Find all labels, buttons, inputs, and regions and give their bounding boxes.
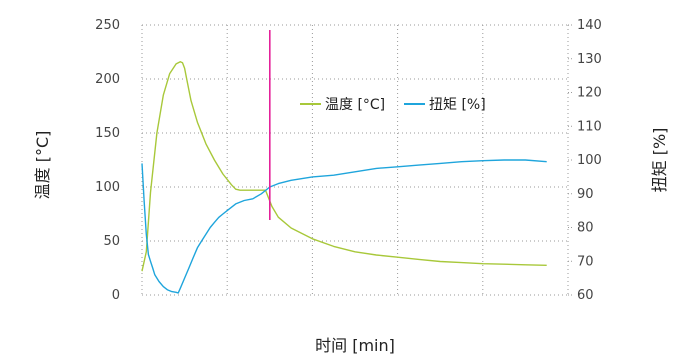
series-line-temperature bbox=[141, 61, 547, 272]
grid bbox=[141, 24, 569, 296]
y-right-tick-label: 120 bbox=[577, 86, 602, 101]
y-left-tick-label: 250 bbox=[95, 18, 120, 33]
y-right-tick-label: 130 bbox=[577, 52, 602, 67]
y-right-tick-label: 60 bbox=[577, 288, 594, 303]
y-axis-left-label: 温度 [°C] bbox=[33, 131, 52, 200]
y-right-tick-label: 90 bbox=[577, 187, 594, 202]
y-left-tick-label: 50 bbox=[103, 234, 120, 249]
series-layer bbox=[141, 61, 547, 294]
y-right-tick-label: 140 bbox=[577, 18, 602, 33]
tick-labels: 0 50 100 150 200 250 60 70 80 90 100 110 120 130 140 bbox=[95, 18, 602, 303]
y-left-tick-label: 0 bbox=[112, 288, 120, 303]
y-right-tick-label: 100 bbox=[577, 153, 602, 168]
x-axis-label: 时间 [min] bbox=[315, 336, 395, 355]
y-axis-right-label: 扭矩 [%] bbox=[650, 128, 669, 193]
series-line-torque bbox=[141, 159, 547, 294]
y-left-tick-label: 150 bbox=[95, 126, 120, 141]
y-right-tick-label: 70 bbox=[577, 254, 594, 269]
y-left-tick-label: 200 bbox=[95, 72, 120, 87]
legend-label-torque: 扭矩 [%] bbox=[429, 97, 486, 113]
y-right-tick-label: 110 bbox=[577, 119, 602, 134]
legend-label-temperature: 温度 [°C] bbox=[325, 97, 385, 113]
y-right-tick-label: 80 bbox=[577, 221, 594, 236]
legend: 温度 [°C] 扭矩 [%] bbox=[300, 97, 486, 113]
y-left-tick-label: 100 bbox=[95, 180, 120, 195]
